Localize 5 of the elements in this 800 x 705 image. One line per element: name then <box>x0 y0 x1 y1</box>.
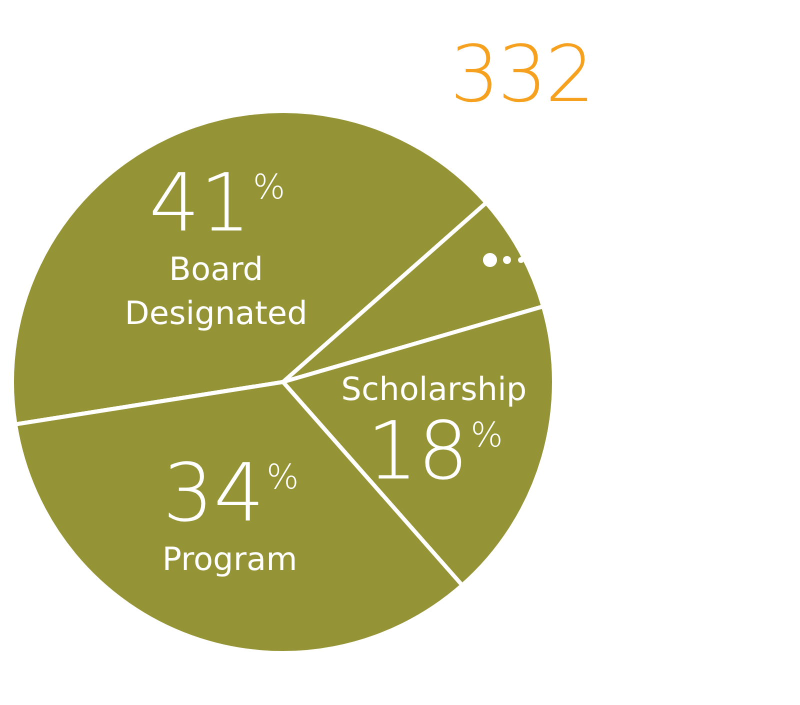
chart-title: 332 <box>450 30 593 120</box>
data-label: 41% <box>149 156 286 250</box>
slice-label: Program <box>162 540 298 578</box>
slice-label: Board Designated <box>124 250 308 332</box>
data-label: 34% <box>162 446 299 540</box>
